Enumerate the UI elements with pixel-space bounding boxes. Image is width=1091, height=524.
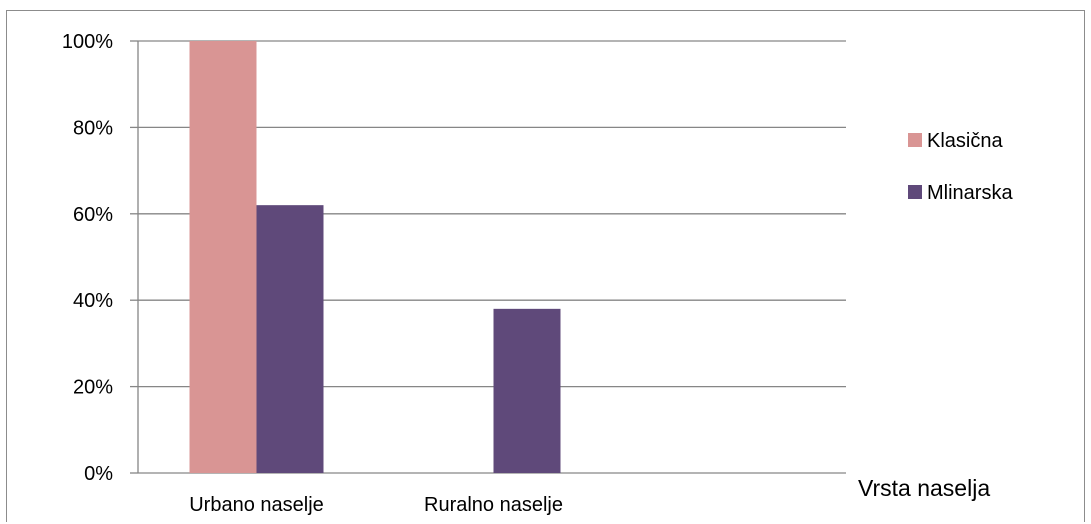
- bar-mlinarska-2: [493, 308, 561, 473]
- x-category-label: Urbano naselje: [189, 494, 324, 516]
- y-tick-label: 80%: [73, 117, 113, 139]
- legend-label: Mlinarska: [927, 182, 1013, 204]
- bars: [189, 41, 561, 473]
- legend-label: Klasična: [927, 130, 1003, 152]
- y-tick-label: 0%: [84, 463, 113, 485]
- x-axis-title: Vrsta naselja: [858, 475, 990, 501]
- axes: [130, 40, 139, 474]
- bar-mlinarska-1: [256, 205, 324, 473]
- y-tick-label: 40%: [73, 290, 113, 312]
- legend-swatch: [908, 133, 922, 147]
- labels: 0% 20% 40% 60% 80% 100% Urbano naselje Ruralno …: [62, 31, 563, 516]
- legend: Klasična Mlinarska: [908, 130, 1013, 204]
- bar-klasična-1: [189, 41, 257, 473]
- x-category-label: Ruralno naselje: [424, 494, 563, 516]
- legend-swatch: [908, 185, 922, 199]
- y-tick-label: 100%: [62, 31, 113, 53]
- y-tick-label: 20%: [73, 377, 113, 399]
- y-tick-label: 60%: [73, 204, 113, 226]
